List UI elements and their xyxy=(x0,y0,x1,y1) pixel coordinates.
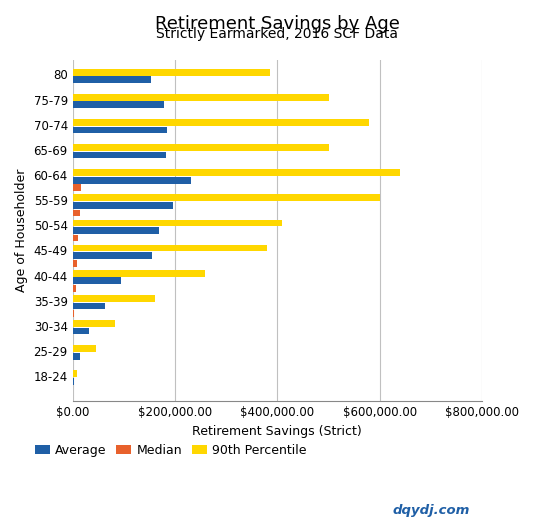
Bar xyxy=(73,320,115,327)
Bar xyxy=(73,260,77,267)
Bar xyxy=(73,353,80,360)
X-axis label: Retirement Savings (Strict): Retirement Savings (Strict) xyxy=(192,425,362,438)
Bar xyxy=(73,119,370,126)
Bar xyxy=(73,202,173,209)
Bar xyxy=(73,69,270,76)
Bar xyxy=(73,252,152,259)
Bar xyxy=(73,370,77,377)
Bar xyxy=(73,277,121,284)
Bar xyxy=(73,177,191,184)
Bar xyxy=(73,302,105,309)
Bar xyxy=(73,285,76,292)
Bar xyxy=(73,169,400,176)
Bar xyxy=(73,227,159,234)
Bar xyxy=(73,94,328,100)
Bar xyxy=(73,328,89,335)
Bar xyxy=(73,185,81,191)
Bar xyxy=(73,270,205,277)
Bar xyxy=(73,102,164,108)
Bar xyxy=(73,378,74,385)
Bar xyxy=(73,195,380,201)
Bar xyxy=(73,219,282,226)
Y-axis label: Age of Householder: Age of Householder xyxy=(15,169,28,292)
Bar xyxy=(73,310,74,317)
Bar xyxy=(73,345,96,352)
Legend: Average, Median, 90th Percentile: Average, Median, 90th Percentile xyxy=(30,439,311,462)
Bar xyxy=(73,295,154,302)
Bar xyxy=(73,209,80,216)
Text: dqydj.com: dqydj.com xyxy=(392,503,470,517)
Bar xyxy=(73,245,267,251)
Bar xyxy=(73,144,328,151)
Bar xyxy=(73,235,78,241)
Text: Strictly Earmarked, 2016 SCF Data: Strictly Earmarked, 2016 SCF Data xyxy=(156,27,398,41)
Bar xyxy=(73,127,167,133)
Title: Retirement Savings by Age: Retirement Savings by Age xyxy=(155,15,400,33)
Bar xyxy=(73,76,151,83)
Bar xyxy=(73,151,166,158)
